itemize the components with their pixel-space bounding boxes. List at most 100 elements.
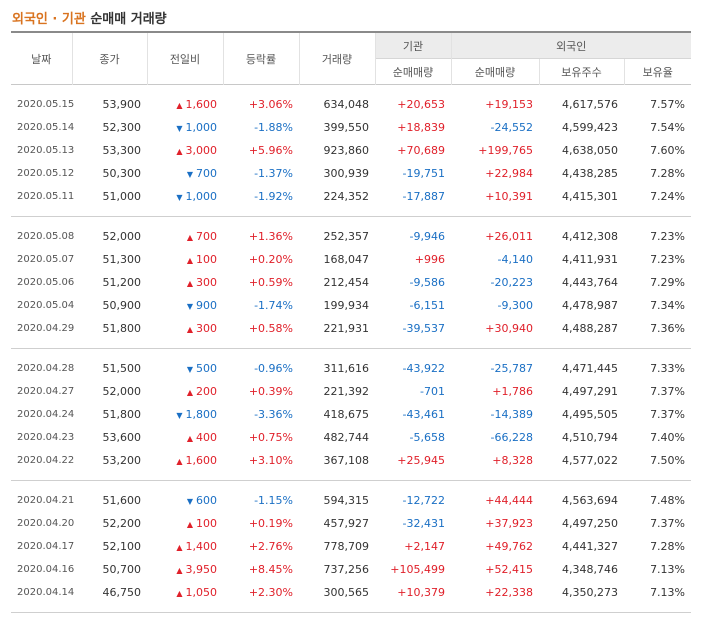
cell-foreign-net: +37,923	[485, 517, 533, 530]
cell-rate: +5.96%	[248, 144, 293, 157]
cell-date: 2020.05.06	[17, 277, 75, 288]
cell-rate: -1.15%	[254, 494, 293, 507]
triangle-down-icon: ▼	[186, 497, 193, 506]
table-row: 2020.05.13 53,300 ▲ 3,000 +5.96% 923,860 +70,6…	[11, 139, 691, 162]
col-ratio: 보유율	[623, 58, 692, 85]
triangle-up-icon: ▲	[186, 256, 193, 265]
triangle-up-icon: ▲	[176, 589, 183, 598]
cell-foreign-net: -25,787	[490, 362, 533, 375]
cell-inst-net: -701	[420, 385, 445, 398]
triangle-up-icon: ▲	[186, 233, 193, 242]
cell-rate: +0.75%	[248, 431, 293, 444]
cell-change: ▲ 1,600	[147, 449, 223, 472]
triangle-up-icon: ▲	[176, 101, 183, 110]
change-value: 3,000	[185, 144, 218, 157]
change-value: 1,600	[185, 454, 218, 467]
cell-foreign-net: +52,415	[485, 563, 533, 576]
cell-close: 52,200	[102, 517, 142, 530]
cell-inst-net: +2,147	[404, 540, 445, 553]
cell-change: ▲ 200	[147, 380, 223, 403]
cell-foreign-net: +49,762	[485, 540, 533, 553]
cell-close: 46,750	[102, 586, 142, 599]
cell-date: 2020.04.29	[17, 323, 75, 334]
cell-volume: 168,047	[323, 253, 370, 266]
cell-close: 53,900	[102, 98, 142, 111]
group-divider	[11, 208, 692, 217]
cell-inst-net: +25,945	[397, 454, 445, 467]
cell-ratio: 7.28%	[650, 540, 686, 553]
cell-rate: +1.36%	[248, 230, 293, 243]
cell-rate: -1.37%	[254, 167, 293, 180]
col-foreign-net: 순매매량	[450, 58, 539, 85]
group-spacer	[11, 349, 691, 358]
cell-volume: 594,315	[323, 494, 370, 507]
table-row: 2020.04.27 52,000 ▲ 200 +0.39% 221,392 -701 +1,…	[11, 380, 691, 403]
title-rest: 순매매 거래량	[85, 12, 167, 27]
cell-close: 52,000	[102, 230, 142, 243]
cell-inst-net: -32,431	[402, 517, 445, 530]
cell-rate: -1.74%	[254, 299, 293, 312]
cell-change: ▲ 1,600	[147, 93, 223, 116]
col-rate: 등락률	[222, 32, 299, 85]
cell-date: 2020.05.12	[17, 168, 75, 179]
cell-date: 2020.04.23	[17, 432, 75, 443]
cell-inst-net: +18,839	[397, 121, 445, 134]
cell-change: ▲ 700	[147, 225, 223, 248]
group-spacer	[11, 217, 691, 226]
table-row: 2020.05.07 51,300 ▲ 100 +0.20% 168,047 +996 -4,…	[11, 248, 691, 271]
cell-ratio: 7.13%	[650, 586, 686, 599]
cell-foreign-net: +1,786	[492, 385, 533, 398]
cell-close: 52,300	[102, 121, 142, 134]
cell-date: 2020.04.14	[17, 587, 75, 598]
triangle-up-icon: ▲	[176, 147, 183, 156]
cell-date: 2020.05.08	[17, 231, 75, 242]
cell-foreign-net: -4,140	[497, 253, 533, 266]
cell-rate: -0.96%	[254, 362, 293, 375]
table-row: 2020.05.11 51,000 ▼ 1,000 -1.92% 224,352 -17,8…	[11, 185, 691, 208]
triangle-up-icon: ▲	[176, 566, 183, 575]
cell-close: 51,600	[102, 494, 142, 507]
group-spacer	[11, 481, 691, 490]
triangle-up-icon: ▲	[186, 434, 193, 443]
cell-volume: 221,392	[323, 385, 370, 398]
triangle-up-icon: ▲	[176, 543, 183, 552]
cell-holdings: 4,577,022	[562, 454, 618, 467]
cell-inst-net: -12,722	[402, 494, 445, 507]
cell-volume: 457,927	[323, 517, 370, 530]
group-spacer	[11, 85, 691, 94]
cell-holdings: 4,617,576	[562, 98, 618, 111]
table-row: 2020.04.22 53,200 ▲ 1,600 +3.10% 367,108 +25,9…	[11, 449, 691, 472]
change-value: 500	[196, 362, 217, 375]
triangle-down-icon: ▼	[176, 193, 183, 202]
title-separator: ·	[47, 12, 62, 27]
cell-change: ▼ 1,000	[147, 116, 223, 139]
cell-holdings: 4,438,285	[562, 167, 618, 180]
change-value: 1,600	[185, 98, 218, 111]
cell-close: 52,100	[102, 540, 142, 553]
table-row: 2020.05.08 52,000 ▲ 700 +1.36% 252,357 -9,946 +…	[11, 225, 691, 248]
cell-close: 50,300	[102, 167, 142, 180]
cell-foreign-net: -14,389	[490, 408, 533, 421]
cell-ratio: 7.37%	[650, 385, 686, 398]
cell-change: ▲ 400	[147, 426, 223, 449]
trading-table: 날짜 종가 전일비 등락률 거래량 기관 외국인 순매매량 순매매량 보유주수 …	[11, 31, 692, 613]
cell-date: 2020.04.17	[17, 541, 75, 552]
triangle-up-icon: ▲	[186, 520, 193, 529]
cell-ratio: 7.48%	[650, 494, 686, 507]
change-value: 200	[196, 385, 217, 398]
cell-holdings: 4,563,694	[562, 494, 618, 507]
cell-holdings: 4,495,505	[562, 408, 618, 421]
title-foreign: 외국인	[12, 12, 48, 27]
change-value: 900	[196, 299, 217, 312]
change-value: 300	[196, 276, 217, 289]
cell-holdings: 4,497,250	[562, 517, 618, 530]
cell-date: 2020.04.16	[17, 564, 75, 575]
cell-volume: 634,048	[323, 98, 370, 111]
col-volume: 거래량	[298, 32, 375, 85]
cell-rate: +0.19%	[248, 517, 293, 530]
cell-date: 2020.04.22	[17, 455, 75, 466]
cell-rate: +0.39%	[248, 385, 293, 398]
table-row: 2020.04.24 51,800 ▼ 1,800 -3.36% 418,675 -43,4…	[11, 403, 691, 426]
cell-ratio: 7.28%	[650, 167, 686, 180]
cell-close: 51,200	[102, 276, 142, 289]
